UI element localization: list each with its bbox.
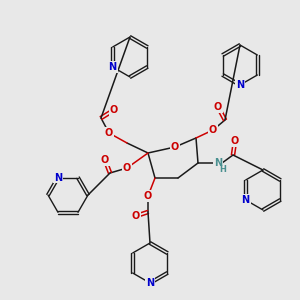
Text: O: O [123, 163, 131, 173]
Text: N: N [236, 80, 244, 90]
Text: O: O [171, 142, 179, 152]
Text: O: O [132, 211, 140, 221]
Text: O: O [110, 105, 118, 115]
Text: O: O [214, 102, 222, 112]
Text: O: O [209, 125, 217, 135]
Text: O: O [231, 136, 239, 146]
Text: N: N [242, 195, 250, 205]
Text: N: N [54, 173, 62, 183]
Text: N: N [146, 278, 154, 288]
Text: N: N [214, 158, 222, 168]
Text: O: O [101, 155, 109, 165]
Text: O: O [144, 191, 152, 201]
Text: H: H [220, 166, 226, 175]
Text: N: N [109, 62, 117, 72]
Text: O: O [105, 128, 113, 138]
